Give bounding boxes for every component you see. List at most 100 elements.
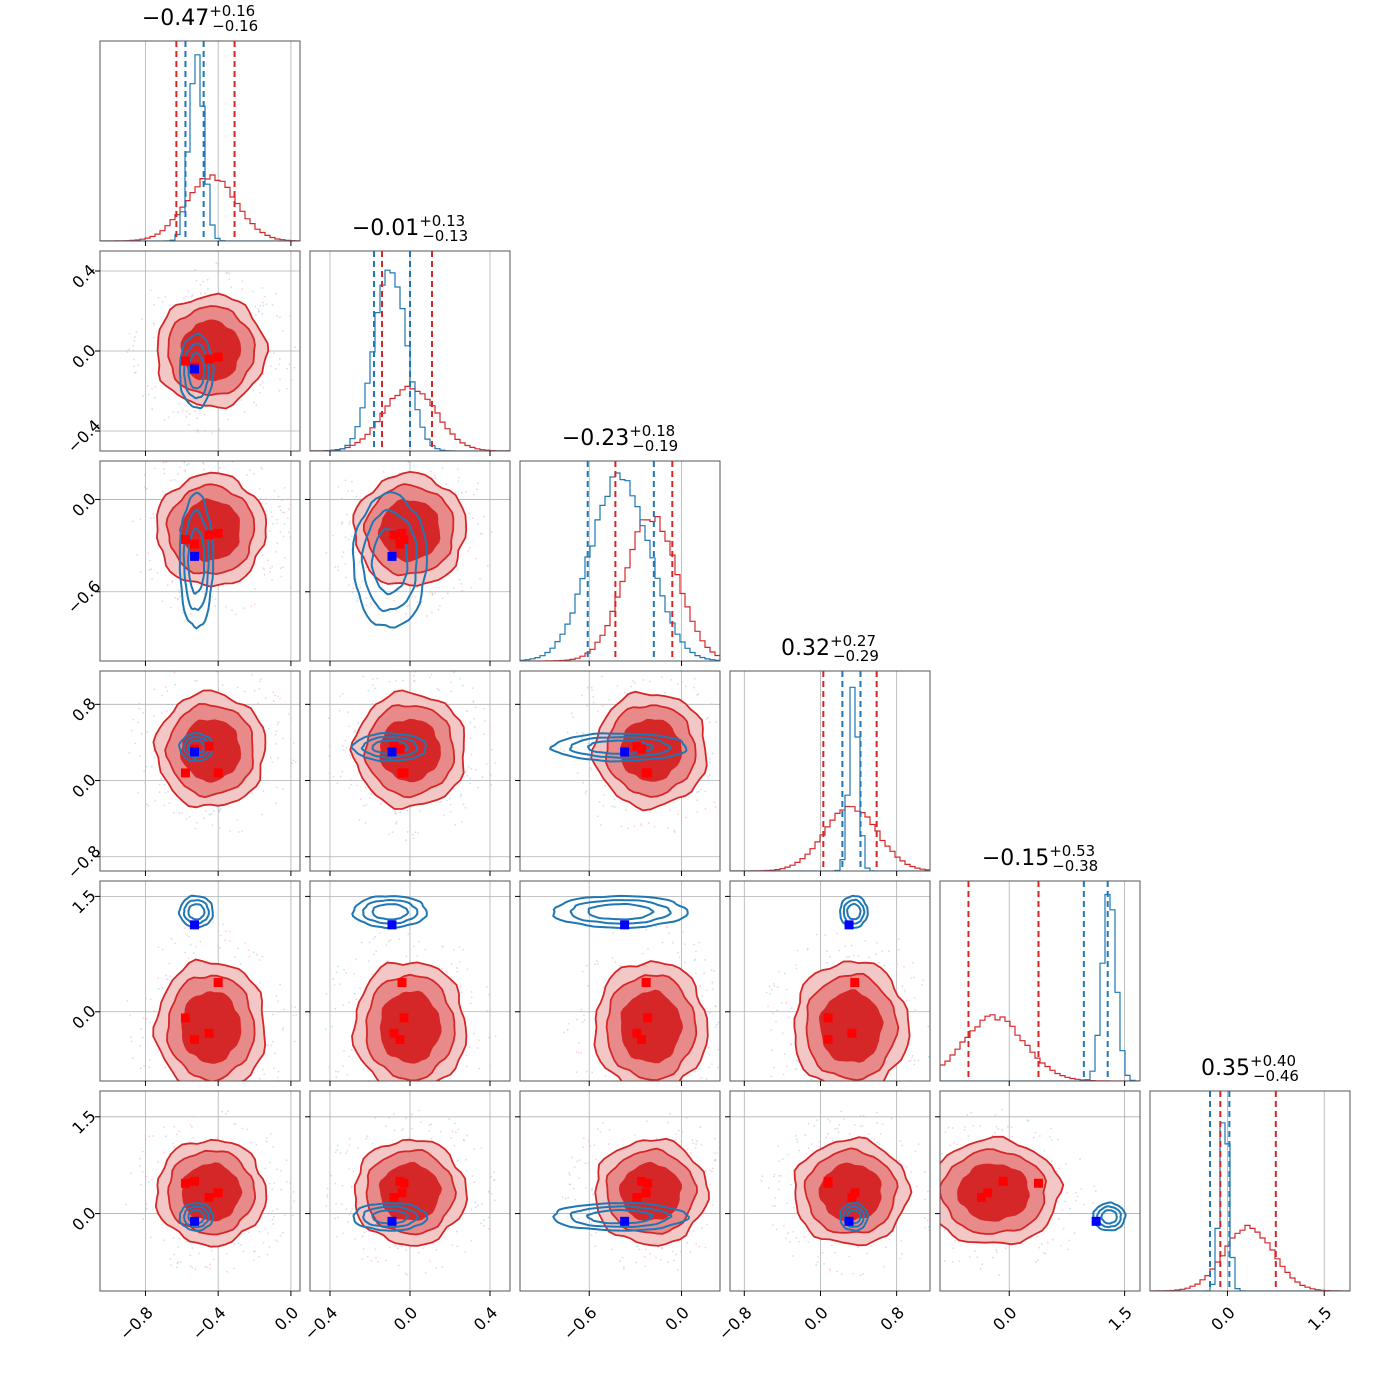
sample-point — [1066, 1191, 1068, 1194]
sample-point — [137, 364, 140, 367]
sample-point — [815, 1263, 818, 1266]
sample-point — [341, 521, 344, 524]
sample-point — [876, 1115, 879, 1118]
sample-point — [563, 750, 566, 753]
red-marker — [389, 530, 399, 540]
sample-point — [361, 580, 364, 583]
sample-point — [760, 1180, 763, 1182]
sample-point — [210, 1249, 213, 1252]
sample-point — [578, 1042, 581, 1044]
blue-marker — [620, 920, 630, 930]
sample-point — [575, 1071, 578, 1074]
sample-point — [430, 673, 433, 676]
sample-point — [260, 466, 263, 469]
sample-point — [130, 729, 133, 732]
sample-point — [210, 813, 213, 815]
sample-point — [212, 1258, 215, 1261]
sample-point — [163, 804, 166, 807]
sample-point — [712, 988, 714, 991]
sample-point — [927, 1055, 930, 1058]
sample-point — [1068, 1239, 1071, 1242]
y-tick-label: 0.0 — [68, 1001, 99, 1032]
sample-point — [561, 1196, 564, 1199]
sample-point — [171, 1098, 173, 1100]
sample-point — [491, 748, 493, 751]
sample-point — [356, 1097, 358, 1099]
sample-point — [179, 595, 181, 598]
sample-point — [201, 663, 203, 665]
sample-point — [643, 1111, 645, 1113]
sample-point — [1076, 1195, 1079, 1198]
sample-point — [454, 491, 457, 494]
sample-point — [154, 799, 157, 802]
red-marker — [641, 768, 651, 778]
sample-point — [853, 1123, 856, 1126]
sample-point — [255, 1143, 258, 1146]
sample-point — [286, 387, 288, 390]
panel-content — [940, 881, 1140, 1081]
sample-point — [268, 1161, 271, 1164]
sample-point — [373, 1102, 375, 1104]
sample-point — [694, 1146, 697, 1149]
sample-point — [630, 1101, 632, 1103]
sample-point — [174, 683, 177, 686]
sample-point — [897, 948, 900, 951]
sample-point — [649, 809, 652, 812]
sample-point — [325, 993, 328, 995]
blue-contour — [839, 894, 869, 929]
sample-point — [194, 1268, 197, 1271]
sample-point — [698, 1245, 700, 1248]
sample-point — [157, 987, 160, 990]
sample-point — [460, 991, 463, 994]
sample-point — [480, 1147, 483, 1150]
sample-point — [875, 953, 877, 956]
sample-point — [219, 807, 222, 810]
sample-point — [695, 972, 697, 975]
sample-point — [881, 1123, 884, 1126]
sample-point — [280, 575, 283, 578]
sample-point — [795, 1134, 797, 1137]
sample-point — [367, 689, 370, 692]
sample-point — [417, 1251, 420, 1254]
sample-point — [630, 685, 633, 688]
sample-point — [233, 1243, 236, 1246]
sample-point — [481, 1203, 484, 1205]
sample-point — [195, 279, 198, 282]
sample-point — [647, 822, 650, 824]
sample-point — [696, 799, 699, 802]
sample-point — [150, 517, 152, 520]
sample-point — [199, 940, 202, 943]
sample-point — [149, 1212, 151, 1215]
sample-point — [276, 542, 279, 545]
sample-point — [258, 391, 261, 394]
sample-point — [243, 411, 246, 413]
sample-point — [139, 1165, 141, 1167]
sample-point — [852, 1272, 854, 1275]
sample-point — [910, 977, 913, 979]
sample-point — [619, 1092, 621, 1094]
sample-point — [449, 810, 452, 813]
panel-2-1 — [305, 460, 511, 666]
sample-point — [625, 808, 628, 811]
sample-point — [974, 1250, 976, 1253]
sample-point — [211, 659, 213, 661]
sample-point — [576, 772, 579, 774]
sample-point — [347, 1221, 349, 1223]
sample-point — [225, 1112, 227, 1115]
panel-content — [100, 251, 300, 451]
sample-point — [483, 1219, 485, 1221]
panel-frame — [99, 460, 301, 662]
sample-point — [899, 1140, 902, 1142]
sample-point — [467, 765, 470, 768]
sample-point — [252, 1259, 255, 1262]
blue-contour — [1092, 1201, 1127, 1232]
sample-point — [616, 1104, 618, 1106]
sample-point — [881, 950, 884, 953]
sample-point — [768, 985, 771, 988]
sample-point — [567, 1196, 570, 1199]
sample-point — [446, 592, 449, 595]
sample-point — [150, 568, 153, 571]
sample-point — [681, 1130, 684, 1133]
sample-point — [145, 1175, 148, 1178]
sample-point — [678, 956, 681, 959]
